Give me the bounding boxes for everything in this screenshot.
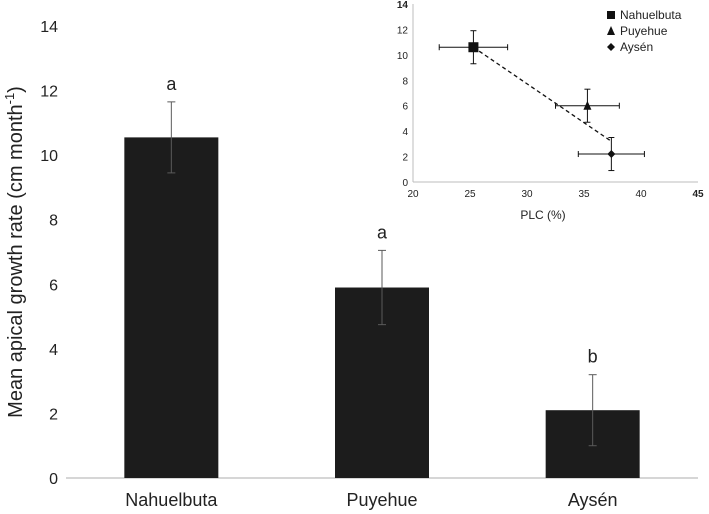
significance-letter: a: [377, 222, 388, 242]
y-tick-label: 14: [40, 19, 58, 36]
y-axis-title-close: ): [5, 86, 27, 93]
inset-y-tick-label: 14: [397, 0, 409, 11]
data-point-square: [468, 42, 479, 53]
inset-x-tick-label: 25: [464, 189, 476, 200]
legend-marker-square: [607, 11, 615, 19]
y-tick-label: 2: [49, 406, 58, 423]
legend-label: Nahuelbuta: [620, 8, 682, 22]
y-tick-label: 6: [49, 277, 58, 294]
inset-y-tick-label: 8: [402, 76, 408, 87]
bar: [124, 137, 219, 478]
inset-scatter-chart: 0 2 4 6 8 10 12 14 20 25 30 35 40 45 PLC (%) Nahuelbuta…: [382, 0, 709, 224]
legend-label: Puyehue: [620, 24, 668, 38]
data-point-diamond: [607, 150, 616, 159]
y-tick-label: 10: [40, 148, 58, 165]
inset-x-tick-label: 35: [578, 189, 590, 200]
x-tick-label: Puyehue: [346, 490, 417, 510]
inset-y-tick-label: 10: [397, 51, 409, 62]
y-axis-title-main: Mean apical growth rate (cm month: [5, 104, 27, 417]
significance-letter: a: [166, 74, 177, 94]
significance-letter: b: [588, 347, 598, 367]
x-tick-label: Nahuelbuta: [125, 490, 218, 510]
legend-marker-diamond: [607, 43, 615, 51]
data-point-triangle: [583, 100, 592, 110]
main-bar-chart: 0 2 4 6 8 10 12 14 a Nahuelbuta a Puyehue b Aysén Mean…: [2, 19, 698, 510]
inset-y-tick-label: 12: [397, 25, 409, 36]
y-tick-label: 12: [40, 84, 58, 101]
x-tick-label: Aysén: [568, 490, 618, 510]
y-tick-label: 0: [49, 471, 58, 488]
legend-marker-triangle: [607, 26, 615, 35]
inset-x-tick-label: 45: [692, 189, 704, 200]
inset-x-tick-label: 40: [635, 189, 647, 200]
inset-background: [382, 0, 709, 224]
legend-label: Aysén: [620, 40, 653, 54]
inset-y-tick-label: 6: [402, 102, 408, 113]
inset-x-axis-title: PLC (%): [520, 208, 565, 222]
y-axis-title: Mean apical growth rate (cm month-1): [2, 86, 27, 418]
y-tick-label: 4: [49, 342, 58, 359]
inset-x-tick-label: 30: [521, 189, 533, 200]
inset-y-tick-label: 0: [402, 178, 408, 189]
y-tick-label: 8: [49, 213, 58, 230]
y-axis-title-superscript: -1: [2, 93, 17, 105]
inset-y-tick-label: 2: [402, 153, 408, 164]
inset-y-tick-label: 4: [402, 127, 408, 138]
inset-x-tick-label: 20: [407, 189, 419, 200]
